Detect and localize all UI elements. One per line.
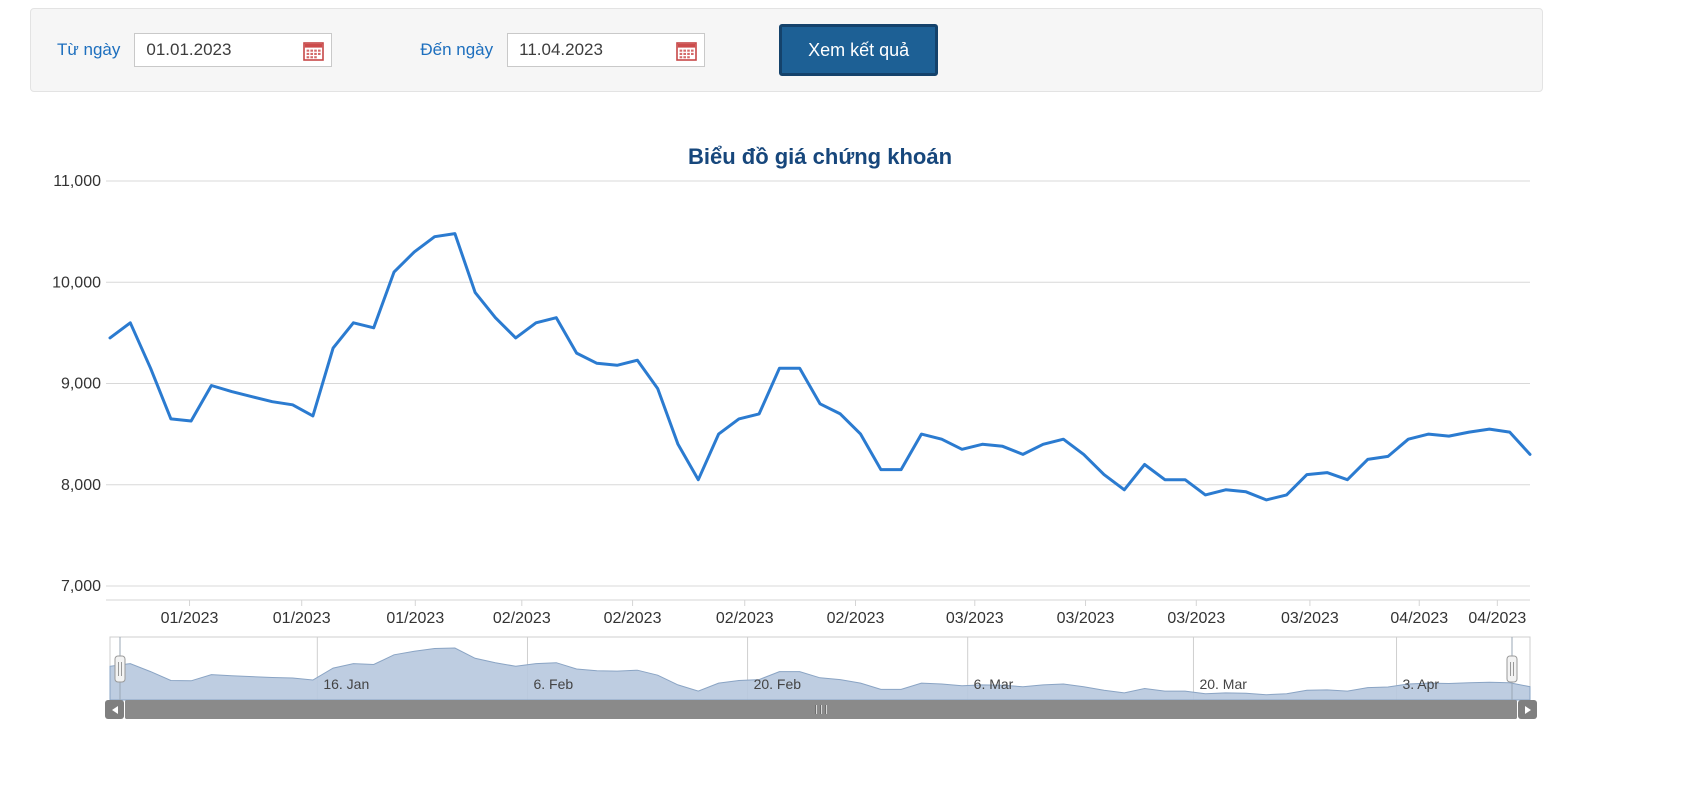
calendar-icon[interactable] xyxy=(303,40,325,61)
from-date-label: Từ ngày xyxy=(57,40,121,59)
right-arrow-icon xyxy=(1524,705,1531,714)
calendar-icon[interactable] xyxy=(676,40,697,61)
chart-title: Biểu đồ giá chứng khoán xyxy=(687,144,953,169)
scrollbar-thumb[interactable] xyxy=(125,700,1517,719)
x-axis-label: 03/2023 xyxy=(946,610,1004,627)
scrollbar[interactable] xyxy=(105,700,1537,719)
filter-bar: Từ ngày Đến ngày xyxy=(30,8,1543,92)
navigator[interactable]: 16. Jan 6. Feb 20. Feb 6. Mar 20. Mar 3. Apr xyxy=(0,630,1705,704)
thumb-grip-icon xyxy=(815,705,817,714)
price-chart: 7,000 8,000 9,000 10,000 11,000 01/2023 01/202… xyxy=(52,173,1532,627)
thumb-grip-icon xyxy=(825,705,827,714)
from-date-field[interactable] xyxy=(134,33,333,67)
view-results-button[interactable]: Xem kết quả xyxy=(779,24,939,76)
x-axis-label: 03/2023 xyxy=(1167,610,1225,627)
x-axis-label: 04/2023 xyxy=(1468,610,1526,627)
x-axis-label: 01/2023 xyxy=(386,610,444,627)
x-axis-label: 03/2023 xyxy=(1057,610,1115,627)
scrollbar-left-arrow-button[interactable] xyxy=(105,700,124,719)
x-axis-label: 02/2023 xyxy=(493,610,551,627)
x-axis-label: 01/2023 xyxy=(161,610,219,627)
scrollbar-track[interactable] xyxy=(125,700,1517,719)
y-axis-label: 9,000 xyxy=(61,376,101,393)
navigator-label: 3. Apr xyxy=(1403,676,1440,692)
y-axis-label: 11,000 xyxy=(53,173,101,190)
x-axis-label: 02/2023 xyxy=(827,610,885,627)
navigator-label: 20. Feb xyxy=(754,676,802,692)
navigator-area[interactable] xyxy=(109,647,1531,701)
navigator-label: 6. Mar xyxy=(974,676,1014,692)
scrollbar-right-arrow-button[interactable] xyxy=(1518,700,1537,719)
to-date-input[interactable] xyxy=(517,39,677,61)
x-axis-label: 04/2023 xyxy=(1390,610,1448,627)
navigator-label: 6. Feb xyxy=(533,676,573,692)
to-date-field[interactable] xyxy=(507,33,706,67)
to-date-label: Đến ngày xyxy=(420,40,494,59)
y-axis-label: 8,000 xyxy=(61,477,101,494)
x-axis-label: 01/2023 xyxy=(273,610,331,627)
x-axis-label: 03/2023 xyxy=(1281,610,1339,627)
price-line[interactable] xyxy=(108,232,1532,502)
y-axis-label: 10,000 xyxy=(52,274,101,291)
navigator-handle-right[interactable] xyxy=(1506,655,1518,683)
x-axis-label: 02/2023 xyxy=(716,610,774,627)
navigator-label: 16. Jan xyxy=(323,676,369,692)
y-axis-label: 7,000 xyxy=(61,578,101,595)
navigator-handle-left[interactable] xyxy=(114,655,126,683)
navigator-label: 20. Mar xyxy=(1199,676,1247,692)
from-date-input[interactable] xyxy=(144,39,304,61)
thumb-grip-icon xyxy=(820,705,822,714)
left-arrow-icon xyxy=(111,705,118,714)
x-axis-label: 02/2023 xyxy=(604,610,662,627)
